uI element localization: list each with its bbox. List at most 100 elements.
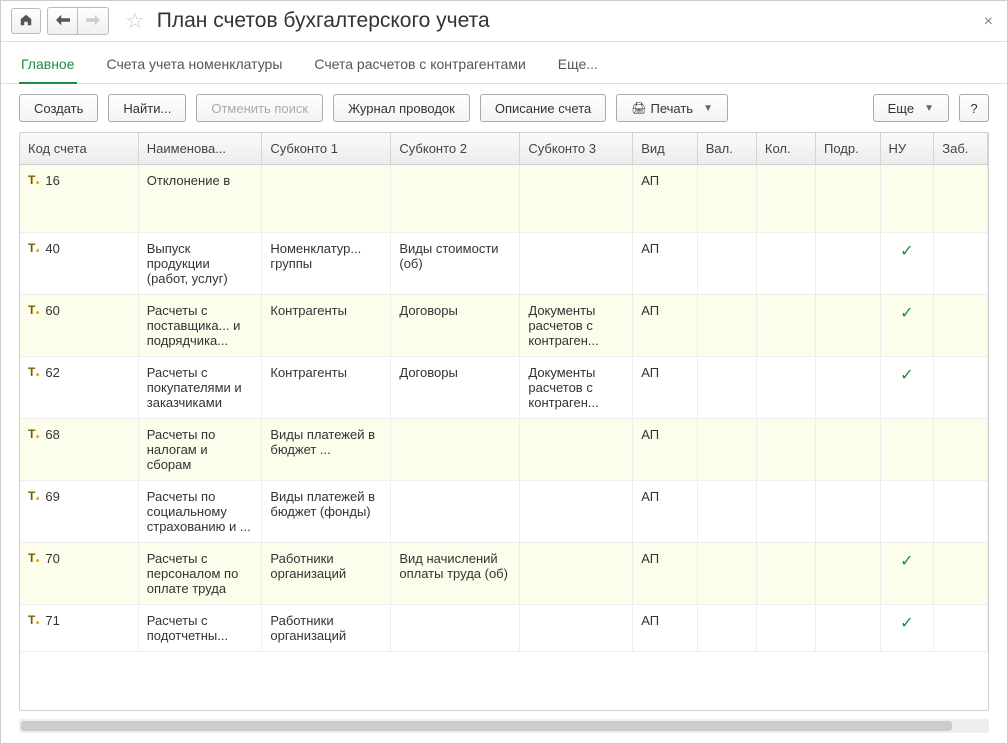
podr-cell bbox=[816, 295, 881, 357]
print-label: Печать bbox=[650, 101, 693, 116]
account-code: 71 bbox=[45, 613, 59, 628]
account-type-icon: T bbox=[28, 613, 35, 627]
kol-cell bbox=[756, 481, 815, 543]
table-header-row: Код счетаНаименова...Субконто 1Субконто … bbox=[20, 133, 988, 165]
code-cell: T62 bbox=[20, 357, 138, 419]
column-header[interactable]: Кол. bbox=[756, 133, 815, 165]
val-cell bbox=[697, 605, 756, 652]
subkonto3-cell: Документы расчетов с контраген... bbox=[520, 357, 633, 419]
zab-cell bbox=[934, 165, 988, 233]
kol-cell bbox=[756, 233, 815, 295]
column-header[interactable]: Субконто 3 bbox=[520, 133, 633, 165]
nu-cell: ✓ bbox=[880, 605, 934, 652]
vid-cell: АП bbox=[633, 165, 698, 233]
code-cell: T 71 bbox=[20, 605, 138, 652]
caret-down-icon: ▼ bbox=[924, 103, 934, 114]
account-code: 60 bbox=[45, 303, 59, 318]
nu-cell: ✓ bbox=[880, 543, 934, 605]
name-cell: Отклонение в bbox=[138, 165, 262, 233]
description-button[interactable]: Описание счета bbox=[480, 94, 606, 122]
account-type-icon: T bbox=[28, 551, 35, 565]
account-type-icon: T bbox=[28, 303, 35, 317]
nav-buttons bbox=[47, 7, 109, 35]
column-header[interactable]: Код счета bbox=[20, 133, 138, 165]
create-button[interactable]: Создать bbox=[19, 94, 98, 122]
vid-cell: АП bbox=[633, 419, 698, 481]
close-button[interactable]: × bbox=[984, 13, 993, 31]
code-cell: T68 bbox=[20, 419, 138, 481]
column-header[interactable]: Наименова... bbox=[138, 133, 262, 165]
column-header[interactable]: НУ bbox=[880, 133, 934, 165]
subkonto2-cell bbox=[391, 419, 520, 481]
column-header[interactable]: Субконто 2 bbox=[391, 133, 520, 165]
journal-button[interactable]: Журнал проводок bbox=[333, 94, 470, 122]
cancel-search-button: Отменить поиск bbox=[196, 94, 323, 122]
column-header[interactable]: Заб. bbox=[934, 133, 988, 165]
column-header[interactable]: Вид bbox=[633, 133, 698, 165]
column-header[interactable]: Подр. bbox=[816, 133, 881, 165]
kol-cell bbox=[756, 419, 815, 481]
vid-cell: АП bbox=[633, 295, 698, 357]
chart-of-accounts-window: ☆ План счетов бухгалтерского учета × Гла… bbox=[0, 0, 1008, 744]
kol-cell bbox=[756, 165, 815, 233]
tabs: Главное Счета учета номенклатуры Счета р… bbox=[1, 42, 1007, 84]
horizontal-scrollbar[interactable] bbox=[19, 719, 989, 733]
tab-nomenclature[interactable]: Счета учета номенклатуры bbox=[105, 50, 285, 83]
printer-icon: 🖨 bbox=[631, 101, 646, 115]
zab-cell bbox=[934, 295, 988, 357]
zab-cell bbox=[934, 419, 988, 481]
subkonto1-cell bbox=[262, 165, 391, 233]
val-cell bbox=[697, 233, 756, 295]
tab-more[interactable]: Еще... bbox=[556, 50, 600, 83]
print-button[interactable]: 🖨 Печать ▼ bbox=[616, 94, 728, 122]
kol-cell bbox=[756, 605, 815, 652]
table-row[interactable]: T68Расчеты по налогам и сборамВиды плате… bbox=[20, 419, 988, 481]
home-icon bbox=[19, 13, 33, 30]
subkonto3-cell bbox=[520, 165, 633, 233]
check-icon: ✓ bbox=[900, 243, 913, 260]
table-row[interactable]: T60Расчеты с поставщика... и подрядчика.… bbox=[20, 295, 988, 357]
table-body: T16Отклонение вАПT40Выпуск продукции (ра… bbox=[20, 165, 988, 652]
val-cell bbox=[697, 357, 756, 419]
subkonto1-cell: Контрагенты bbox=[262, 357, 391, 419]
table-row[interactable]: T71Расчеты с подотчетны...Работники орга… bbox=[20, 605, 988, 652]
favorite-star-icon[interactable]: ☆ bbox=[125, 8, 145, 34]
column-header[interactable]: Субконто 1 bbox=[262, 133, 391, 165]
find-button[interactable]: Найти... bbox=[108, 94, 186, 122]
nu-cell: ✓ bbox=[880, 295, 934, 357]
table-row[interactable]: T70Расчеты с персоналом по оплате трудаР… bbox=[20, 543, 988, 605]
kol-cell bbox=[756, 543, 815, 605]
code-cell: T69 bbox=[20, 481, 138, 543]
subkonto2-cell: Виды стоимости (об) bbox=[391, 233, 520, 295]
help-button[interactable]: ? bbox=[959, 94, 989, 122]
column-header[interactable]: Вал. bbox=[697, 133, 756, 165]
account-code: 68 bbox=[45, 427, 59, 442]
tab-main[interactable]: Главное bbox=[19, 50, 77, 84]
page-title: План счетов бухгалтерского учета bbox=[157, 9, 490, 33]
code-cell: T70 bbox=[20, 543, 138, 605]
table-row[interactable]: T62Расчеты с покупателями и заказчикамиК… bbox=[20, 357, 988, 419]
tab-counterparties[interactable]: Счета расчетов с контрагентами bbox=[312, 50, 527, 83]
vid-cell: АП bbox=[633, 543, 698, 605]
table-row[interactable]: T69Расчеты по социальному страхованию и … bbox=[20, 481, 988, 543]
table-row[interactable]: T40Выпуск продукции (работ, услуг)Номенк… bbox=[20, 233, 988, 295]
subkonto1-cell: Виды платежей в бюджет ... bbox=[262, 419, 391, 481]
accounts-table-wrap: Код счетаНаименова...Субконто 1Субконто … bbox=[19, 132, 989, 711]
subkonto1-cell: Работники организаций bbox=[262, 543, 391, 605]
name-cell: Расчеты с покупателями и заказчиками bbox=[138, 357, 262, 419]
subkonto3-cell bbox=[520, 605, 633, 652]
home-button[interactable] bbox=[11, 8, 41, 34]
podr-cell bbox=[816, 605, 881, 652]
subkonto3-cell bbox=[520, 481, 633, 543]
check-icon: ✓ bbox=[900, 305, 913, 322]
table-row[interactable]: T16Отклонение вАП bbox=[20, 165, 988, 233]
val-cell bbox=[697, 165, 756, 233]
check-icon: ✓ bbox=[900, 615, 913, 632]
more-button[interactable]: Еще ▼ bbox=[873, 94, 949, 122]
forward-button[interactable] bbox=[78, 8, 108, 34]
vid-cell: АП bbox=[633, 357, 698, 419]
subkonto1-cell: Контрагенты bbox=[262, 295, 391, 357]
subkonto1-cell: Номенклатур... группы bbox=[262, 233, 391, 295]
vid-cell: АП bbox=[633, 481, 698, 543]
back-button[interactable] bbox=[48, 8, 78, 34]
